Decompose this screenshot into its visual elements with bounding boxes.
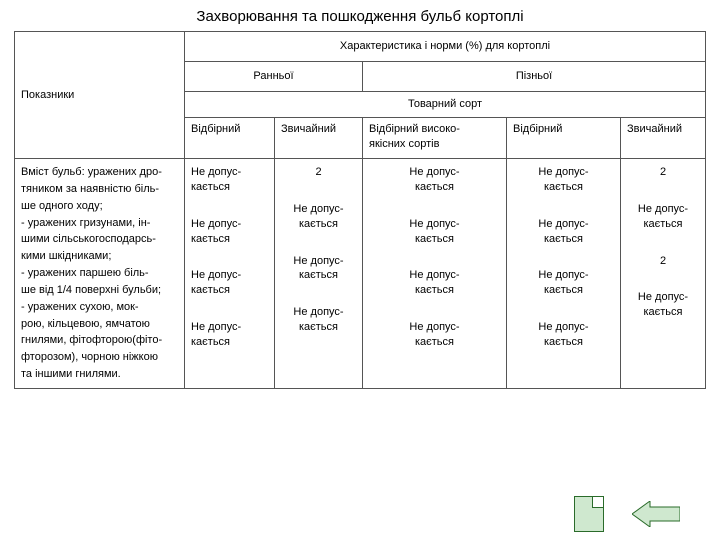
val: кається [191, 283, 268, 298]
val: кається [191, 335, 268, 350]
ind-line: рою, кільцевою, ямчатою [21, 317, 178, 332]
document-button[interactable] [574, 496, 604, 532]
header-indicators: Показники [15, 32, 185, 158]
ind-line: шими сільськогосподарсь- [21, 232, 178, 247]
header-grade-label: Товарний сорт [408, 97, 482, 112]
val: Не допус- [281, 202, 356, 217]
val: кається [627, 305, 699, 320]
val: кається [369, 283, 500, 298]
col-header-3: Відбірний високо- якісних сортів [363, 118, 507, 158]
data-col-1: Не допус-кається Не допус-кається Не доп… [185, 159, 275, 388]
val: кається [281, 320, 356, 335]
val: Не допус- [281, 254, 356, 269]
indicator-cell: Вміст бульб: уражених дро- тяником за на… [15, 159, 185, 388]
col-header-3-l2: якісних сортів [369, 138, 439, 150]
val: кається [627, 217, 699, 232]
header-characteristics-label: Характеристика і норми (%) для кортоплі [340, 39, 550, 54]
data-col-3: Не допус-кається Не допус-кається Не доп… [363, 159, 507, 388]
nav-controls [574, 496, 680, 532]
standards-table: Показники Характеристика і норми (%) для… [14, 31, 706, 389]
col-header-5: Звичайний [621, 118, 705, 158]
ind-line: гнилями, фітофторою(фіто- [21, 333, 178, 348]
val: Не допус- [191, 320, 268, 335]
val: 2 [281, 165, 356, 180]
header-grade: Товарний сорт [185, 92, 705, 118]
ind-line: - уражених гризунами, ін- [21, 216, 178, 231]
val: Не допус- [191, 217, 268, 232]
val: Не допус- [627, 290, 699, 305]
val: кається [369, 232, 500, 247]
val: Не допус- [281, 305, 356, 320]
col-header-3-l1: Відбірний високо- [369, 123, 460, 135]
header-early-label: Ранньої [253, 69, 293, 84]
val: кається [281, 268, 356, 283]
back-arrow-icon [632, 501, 680, 527]
val: кається [513, 180, 614, 195]
ind-line: ше від 1/4 поверхні бульби; [21, 283, 178, 298]
ind-line: та іншими гнилями. [21, 367, 178, 382]
header-late-label: Пізньої [516, 69, 552, 84]
val: кається [369, 335, 500, 350]
val: Не допус- [369, 217, 500, 232]
ind-line: фторозом), чорною ніжкою [21, 350, 178, 365]
val: Не допус- [369, 320, 500, 335]
data-col-5: 2 Не допус-кається 2 Не допус-кається [621, 159, 705, 388]
back-button[interactable] [632, 499, 680, 529]
val: Не допус- [369, 165, 500, 180]
ind-line: тяником за наявністю біль- [21, 182, 178, 197]
val: Не допус- [191, 165, 268, 180]
val: Не допус- [191, 268, 268, 283]
val: кається [369, 180, 500, 195]
val: Не допус- [369, 268, 500, 283]
val: 2 [627, 165, 699, 180]
val: кається [513, 232, 614, 247]
val: Не допус- [513, 217, 614, 232]
header-characteristics: Характеристика і норми (%) для кортоплі [185, 32, 705, 62]
val: Не допус- [513, 165, 614, 180]
ind-line: ше одного ходу; [21, 199, 178, 214]
col-header-2: Звичайний [275, 118, 363, 158]
col-header-4: Відбірний [507, 118, 621, 158]
val: Не допус- [513, 268, 614, 283]
col-header-1: Відбірний [185, 118, 275, 158]
val: Не допус- [513, 320, 614, 335]
ind-line: кими шкідниками; [21, 249, 178, 264]
header-late: Пізньої [363, 62, 705, 91]
val: кається [513, 335, 614, 350]
val: Не допус- [627, 202, 699, 217]
val: кається [513, 283, 614, 298]
header-early: Ранньої [185, 62, 363, 91]
data-col-4: Не допус-кається Не допус-кається Не доп… [507, 159, 621, 388]
val: кається [191, 180, 268, 195]
val: кається [191, 232, 268, 247]
ind-line: - уражених паршею біль- [21, 266, 178, 281]
data-col-2: 2 Не допус-кається Не допус-кається Не д… [275, 159, 363, 388]
header-indicators-label: Показники [21, 88, 74, 103]
val: 2 [627, 254, 699, 269]
ind-line: Вміст бульб: уражених дро- [21, 165, 178, 180]
ind-line: - уражених сухою, мок- [21, 300, 178, 315]
page-title: Захворювання та пошкодження бульб кортоп… [0, 0, 720, 31]
val: кається [281, 217, 356, 232]
